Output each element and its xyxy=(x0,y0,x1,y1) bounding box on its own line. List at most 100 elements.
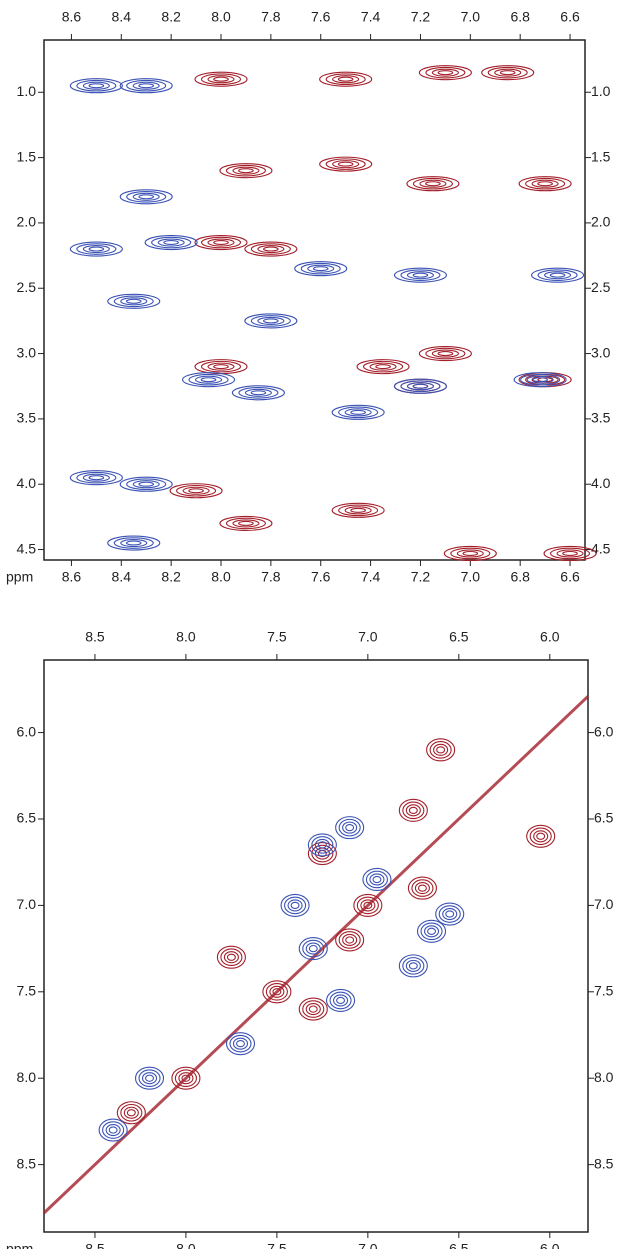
contour-line xyxy=(529,827,552,846)
contour-line xyxy=(308,1005,318,1013)
contour-line xyxy=(113,295,154,308)
cross-peak xyxy=(231,385,285,401)
contour-line xyxy=(213,76,229,82)
contour-line xyxy=(120,538,148,548)
contour-line xyxy=(238,168,254,174)
contour-line xyxy=(250,243,291,255)
cross-peak xyxy=(418,65,472,81)
x-tick-label: 6.0 xyxy=(540,1241,560,1249)
contour-line xyxy=(119,476,173,492)
y-tick-label: 8.5 xyxy=(594,1155,614,1171)
contour-line xyxy=(344,506,372,515)
cross-peak xyxy=(426,738,456,762)
y-tick-label: 4.5 xyxy=(591,540,611,556)
contour-line xyxy=(337,161,354,167)
contour-line xyxy=(419,179,447,188)
y-tick-label: 3.0 xyxy=(17,344,37,360)
x-tick-label: 6.8 xyxy=(510,569,530,585)
contour-line xyxy=(362,867,392,892)
contour-line xyxy=(398,954,428,978)
plot-frame xyxy=(43,659,589,1233)
contour-line xyxy=(317,841,327,849)
contour-line xyxy=(443,545,497,562)
cross-peak xyxy=(513,372,567,388)
contour-line xyxy=(132,192,160,201)
y-tick-label: 2.0 xyxy=(17,214,37,230)
contour-line xyxy=(435,902,465,926)
contour-line xyxy=(69,78,123,94)
contour-line xyxy=(338,818,361,837)
x-tick-label: 8.6 xyxy=(62,9,82,25)
y-tick-label: 3.5 xyxy=(591,410,611,426)
contour-line xyxy=(123,1106,139,1119)
contour-line xyxy=(207,238,235,247)
cross-peak xyxy=(294,261,348,277)
contour-line xyxy=(194,234,248,251)
contour-line xyxy=(481,65,535,81)
contour-line xyxy=(433,743,449,756)
contour-line xyxy=(126,478,167,491)
cross-peak xyxy=(531,267,585,283)
contour-line xyxy=(126,190,167,203)
contour-line xyxy=(342,933,358,947)
contour-line xyxy=(76,79,117,92)
contour-line xyxy=(225,164,266,177)
contour-line xyxy=(319,71,373,87)
y-tick-label: 8.0 xyxy=(594,1069,614,1085)
cross-peak xyxy=(181,372,236,388)
contour-line xyxy=(138,481,155,487)
contour-line xyxy=(532,377,548,383)
cross-peak xyxy=(144,234,198,251)
contour-line xyxy=(319,156,373,172)
x-tick-label: 8.6 xyxy=(62,569,82,585)
contour-line xyxy=(431,349,459,358)
contour-line xyxy=(400,269,441,281)
cross-peak xyxy=(307,841,337,866)
contour-line xyxy=(300,262,341,275)
contour-line xyxy=(336,996,346,1005)
x-tick-label: 7.5 xyxy=(267,629,287,645)
contour-line xyxy=(223,951,239,964)
contour-line xyxy=(88,246,105,252)
contour-line xyxy=(263,318,279,324)
contour-line xyxy=(220,948,243,967)
contour-line xyxy=(105,1123,121,1137)
y-tick-label: 2.0 xyxy=(591,214,611,230)
contour-line xyxy=(402,801,425,820)
contour-line xyxy=(308,944,318,953)
contour-line xyxy=(531,179,559,188)
contour-line xyxy=(107,535,161,551)
contour-line xyxy=(229,1034,252,1053)
contour-line xyxy=(411,879,434,897)
contour-line xyxy=(200,73,242,85)
contour-line xyxy=(494,68,522,77)
contour-line xyxy=(244,313,298,329)
contour-line xyxy=(307,833,337,857)
x-tick-label: 6.8 xyxy=(510,9,530,25)
contour-line xyxy=(138,1069,161,1087)
contour-line xyxy=(338,931,361,949)
cross-peak xyxy=(119,189,173,205)
x-tick-label: 6.5 xyxy=(449,629,469,645)
contour-line xyxy=(225,1032,256,1056)
y-tick-label: 4.0 xyxy=(17,475,37,491)
plot-frame xyxy=(43,39,586,561)
contour-line xyxy=(200,377,217,383)
contour-line xyxy=(418,346,472,362)
contour-line xyxy=(429,741,452,759)
contour-line xyxy=(125,298,142,304)
contour-line xyxy=(338,504,379,517)
contour-line xyxy=(363,901,373,910)
contour-line xyxy=(119,78,173,94)
contour-line xyxy=(418,65,472,81)
x-tick-label: 6.6 xyxy=(560,569,580,585)
contour-line xyxy=(335,928,365,952)
contour-line xyxy=(88,475,105,481)
contour-line xyxy=(232,519,260,528)
cross-peak xyxy=(194,71,248,87)
contour-line xyxy=(416,919,447,943)
x-tick-label: 7.0 xyxy=(461,9,481,25)
contour-line xyxy=(437,351,454,357)
contour-line xyxy=(290,901,300,910)
